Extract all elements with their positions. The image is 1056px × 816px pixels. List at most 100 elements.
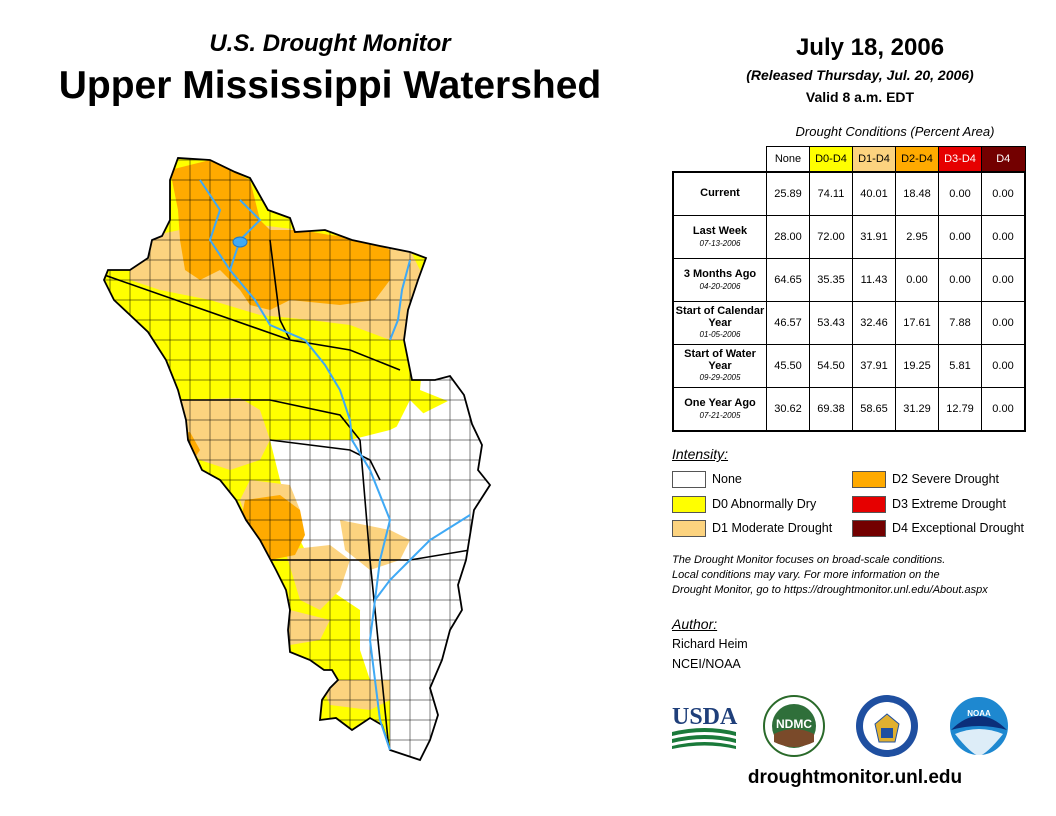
table-cell: 0.00 bbox=[981, 215, 1026, 259]
row-date: 09-29-2005 bbox=[699, 373, 741, 383]
row-label: Start of Calendar Year 01-05-2006 bbox=[672, 301, 767, 345]
legend-item-d3: D3 Extreme Drought bbox=[852, 495, 1006, 514]
table-cell: 46.57 bbox=[766, 301, 810, 345]
table-cell: 72.00 bbox=[809, 215, 853, 259]
tributary bbox=[229, 199, 262, 271]
table-cell: 17.61 bbox=[895, 301, 939, 345]
table-cell: 28.00 bbox=[766, 215, 810, 259]
noaa-logo: NOAA bbox=[948, 695, 1010, 757]
legend-swatch bbox=[672, 471, 706, 489]
valid-time: Valid 8 a.m. EDT bbox=[805, 89, 915, 105]
table-cell: 0.00 bbox=[981, 301, 1026, 345]
row-label: 3 Months Ago 04-20-2006 bbox=[672, 258, 767, 302]
row-label: Last Week 07-13-2006 bbox=[672, 215, 767, 259]
table-cell: 74.11 bbox=[809, 171, 853, 216]
author-name: Richard Heim bbox=[672, 637, 748, 651]
rivers bbox=[199, 179, 471, 751]
table-cell: 58.65 bbox=[852, 387, 896, 432]
column-header: D3-D4 bbox=[938, 146, 982, 173]
table-cell: 12.79 bbox=[938, 387, 982, 432]
table-cell: 54.50 bbox=[809, 344, 853, 388]
table-row: One Year Ago 07-21-2005 30.62 69.38 58.65… bbox=[672, 387, 1026, 432]
state-boundaries bbox=[104, 239, 471, 760]
column-header: None bbox=[766, 146, 810, 173]
tributary bbox=[389, 259, 411, 341]
table-cell: 0.00 bbox=[981, 258, 1026, 302]
lake-icon bbox=[232, 236, 248, 248]
legend-swatch bbox=[672, 520, 706, 538]
table-cell: 25.89 bbox=[766, 171, 810, 216]
table-cell: 64.65 bbox=[766, 258, 810, 302]
table-corner bbox=[673, 147, 767, 173]
ndmc-logo: NDMC bbox=[763, 695, 825, 757]
table-cell: 45.50 bbox=[766, 344, 810, 388]
column-header: D4 bbox=[981, 146, 1026, 173]
legend-swatch bbox=[672, 496, 706, 514]
note-line: The Drought Monitor focuses on broad-sca… bbox=[672, 554, 946, 566]
legend-item-d4: D4 Exceptional Drought bbox=[852, 519, 1024, 538]
legend-item-d0: D0 Abnormally Dry bbox=[672, 495, 816, 514]
table-cell: 53.43 bbox=[809, 301, 853, 345]
table-cell: 0.00 bbox=[938, 215, 982, 259]
author-label: Author: bbox=[672, 616, 718, 632]
table-cell: 18.48 bbox=[895, 171, 939, 216]
commerce-logo bbox=[856, 695, 918, 757]
table-cell: 5.81 bbox=[938, 344, 982, 388]
tributary bbox=[374, 514, 471, 601]
legend-swatch bbox=[852, 520, 886, 538]
table-cell: 35.35 bbox=[809, 258, 853, 302]
legend-item-d1: D1 Moderate Drought bbox=[672, 519, 832, 538]
row-label: One Year Ago 07-21-2005 bbox=[672, 387, 767, 432]
row-label: Start of Water Year 09-29-2005 bbox=[672, 344, 767, 388]
map-title: Upper Mississippi Watershed bbox=[58, 64, 602, 107]
table-cell: 31.29 bbox=[895, 387, 939, 432]
legend-swatch bbox=[852, 496, 886, 514]
table-cell: 0.00 bbox=[938, 171, 982, 216]
table-cell: 40.01 bbox=[852, 171, 896, 216]
release-date: (Released Thursday, Jul. 20, 2006) bbox=[746, 67, 974, 83]
table-cell: 31.91 bbox=[852, 215, 896, 259]
table-row: Start of Water Year 09-29-2005 45.50 54.5… bbox=[672, 344, 1026, 388]
table-cell: 0.00 bbox=[938, 258, 982, 302]
table-cell: 0.00 bbox=[981, 387, 1026, 432]
d1-region bbox=[320, 680, 390, 710]
website-link[interactable]: droughtmonitor.unl.edu bbox=[747, 767, 963, 788]
map-subtitle: U.S. Drought Monitor bbox=[209, 30, 451, 57]
table-row: 3 Months Ago 04-20-2006 64.65 35.35 11.43… bbox=[672, 258, 1026, 302]
author-org: NCEI/NOAA bbox=[672, 657, 741, 671]
row-date: 01-05-2006 bbox=[699, 330, 741, 340]
table-row: Start of Calendar Year 01-05-2006 46.57 5… bbox=[672, 301, 1026, 345]
drought-conditions-table: None D0-D4 D1-D4 D2-D4 D3-D4 D4 Current … bbox=[672, 146, 1026, 432]
d2-region bbox=[170, 160, 390, 310]
table-cell: 0.00 bbox=[981, 344, 1026, 388]
legend-swatch bbox=[852, 471, 886, 489]
note-line: Local conditions may vary. For more info… bbox=[672, 569, 940, 581]
row-label: Current bbox=[672, 171, 767, 216]
row-date: 04-20-2006 bbox=[699, 281, 741, 291]
legend-item-none: None bbox=[672, 470, 742, 489]
noaa-logo-text: NOAA bbox=[967, 709, 991, 718]
table-cell: 32.46 bbox=[852, 301, 896, 345]
conditions-caption: Drought Conditions (Percent Area) bbox=[795, 124, 995, 139]
d1-region bbox=[285, 545, 350, 610]
column-header: D0-D4 bbox=[809, 146, 853, 173]
table-row: Current 25.89 74.11 40.01 18.48 0.00 0.0… bbox=[672, 171, 1026, 216]
row-date: 07-13-2006 bbox=[699, 238, 741, 248]
table-cell: 11.43 bbox=[852, 258, 896, 302]
table-cell: 37.91 bbox=[852, 344, 896, 388]
table-cell: 2.95 bbox=[895, 215, 939, 259]
row-date: 07-21-2005 bbox=[699, 410, 741, 420]
table-cell: 30.62 bbox=[766, 387, 810, 432]
column-header: D1-D4 bbox=[852, 146, 896, 173]
d1-region bbox=[340, 520, 410, 570]
watershed-map bbox=[103, 157, 492, 762]
table-cell: 7.88 bbox=[938, 301, 982, 345]
legend-item-d2: D2 Severe Drought bbox=[852, 470, 999, 489]
disclaimer-note: The Drought Monitor focuses on broad-sca… bbox=[672, 553, 1052, 598]
column-header: D2-D4 bbox=[895, 146, 939, 173]
note-line[interactable]: Drought Monitor, go to https://droughtmo… bbox=[672, 584, 988, 596]
ndmc-logo-text: NDMC bbox=[776, 717, 812, 731]
table-row: Last Week 07-13-2006 28.00 72.00 31.91 2.… bbox=[672, 215, 1026, 259]
d1-region bbox=[180, 398, 270, 470]
table-cell: 0.00 bbox=[895, 258, 939, 302]
